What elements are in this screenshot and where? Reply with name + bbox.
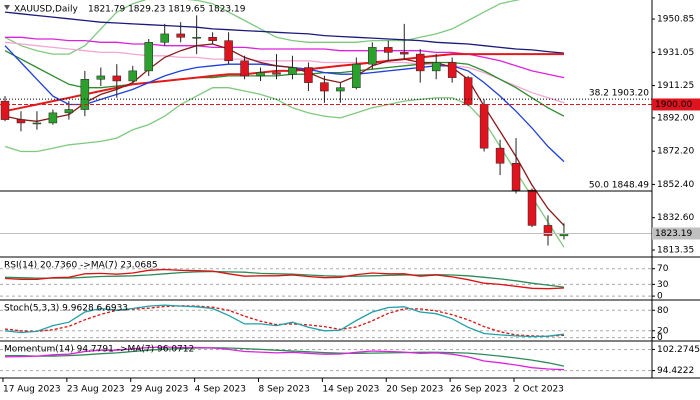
candle-body (415, 53, 425, 72)
candle-body (224, 40, 233, 62)
candle-body (128, 70, 138, 82)
pane-title: Momentum(14) 94.7791 ->MA(7) 96.0712 (4, 345, 194, 355)
candle-body (352, 63, 361, 88)
y-tick-label: 1852.40 (657, 180, 694, 190)
y-tick-label: 94.4222 (657, 366, 694, 376)
x-tick-label: 29 Aug 2023 (131, 385, 189, 395)
candle-body (511, 163, 521, 191)
y-tick-label: 1813.35 (657, 246, 694, 256)
candle-body (336, 87, 345, 92)
y-tick-label: 0 (657, 292, 663, 302)
ohlc-label: 1821.79 1829.23 1819.65 1823.19 (88, 5, 246, 15)
price-box (652, 227, 700, 240)
line (4, 11, 565, 54)
candle-body (256, 72, 265, 77)
candle-body (48, 112, 58, 124)
line (4, 41, 565, 104)
candle-body (144, 42, 153, 72)
candle-body (176, 33, 185, 38)
line (4, 346, 565, 371)
line (4, 270, 565, 288)
y-tick-label: 30 (657, 280, 669, 290)
candle-body (384, 47, 393, 53)
price-box (652, 98, 700, 111)
x-tick-label: 4 Sep 2023 (195, 385, 246, 395)
x-tick-label: 20 Sep 2023 (386, 385, 443, 395)
candle-body (495, 147, 505, 164)
candle-body (96, 75, 106, 80)
candle-body (240, 60, 249, 77)
plot (0, 0, 652, 372)
pane-title: Stoch(5,3,3) 9.9628 6.6933 (4, 304, 128, 314)
candle-body (112, 75, 122, 82)
y-tick-label: 80 (657, 306, 669, 316)
candle-body (16, 119, 26, 124)
main-pane (0, 0, 569, 248)
candle-body (32, 122, 42, 125)
line (4, 50, 565, 117)
y-tick-label: 102.2745 (657, 345, 700, 355)
candle-body (208, 37, 217, 41)
candle-body (272, 72, 281, 75)
candle-body (64, 109, 74, 114)
candle-body (320, 82, 329, 92)
x-tick-label: 23 Aug 2023 (67, 385, 125, 395)
y-tick-label: 20 (657, 326, 669, 336)
candle-body (431, 62, 441, 72)
y-tick-label: 1892.00 (657, 113, 694, 123)
line (4, 304, 565, 338)
candle-body (400, 52, 409, 55)
pane-title: RSI(14) 20.7360 ->MA(7) 23.0685 (4, 261, 158, 271)
y-tick-label: 1832.60 (657, 213, 694, 223)
candle-body (368, 47, 377, 65)
chart-title: XAUUSD,Daily (14, 5, 78, 15)
line (4, 0, 521, 55)
price-label: 1900.00 (655, 100, 692, 110)
x-tick-label: 14 Sep 2023 (322, 385, 379, 395)
candle-body (304, 67, 313, 83)
y-tick-label: 1911.25 (657, 81, 694, 91)
candle-body (192, 37, 201, 39)
x-tick-label: 8 Sep 2023 (258, 385, 309, 395)
y-tick-label: 0 (657, 333, 663, 343)
line (5, 347, 565, 367)
candle-body (463, 77, 473, 105)
y-tick-label: 1931.05 (657, 48, 694, 58)
candle-body (447, 62, 457, 78)
candle-body (543, 225, 553, 236)
level-label: 38.2 1903.20 (589, 89, 649, 99)
candle-body (288, 67, 297, 75)
candle-body (527, 189, 537, 226)
x-tick-label: 17 Aug 2023 (3, 385, 61, 395)
y-tick-label: 1872.20 (657, 147, 694, 157)
candle-body (0, 100, 10, 120)
symbol-icon (4, 5, 10, 10)
candle-body (479, 104, 489, 149)
x-tick-label: 2 Oct 2023 (514, 385, 564, 395)
candle-body (80, 79, 90, 110)
y-tick-label: 1950.85 (657, 15, 694, 25)
price-label: 1823.19 (655, 229, 692, 239)
y-tick-label: 70 (657, 264, 669, 274)
line (4, 53, 564, 113)
line (4, 268, 565, 290)
level-label: 50.0 1848.49 (589, 181, 649, 191)
x-tick-label: 26 Sep 2023 (450, 385, 507, 395)
candle-body (160, 33, 169, 43)
line (4, 87, 565, 248)
